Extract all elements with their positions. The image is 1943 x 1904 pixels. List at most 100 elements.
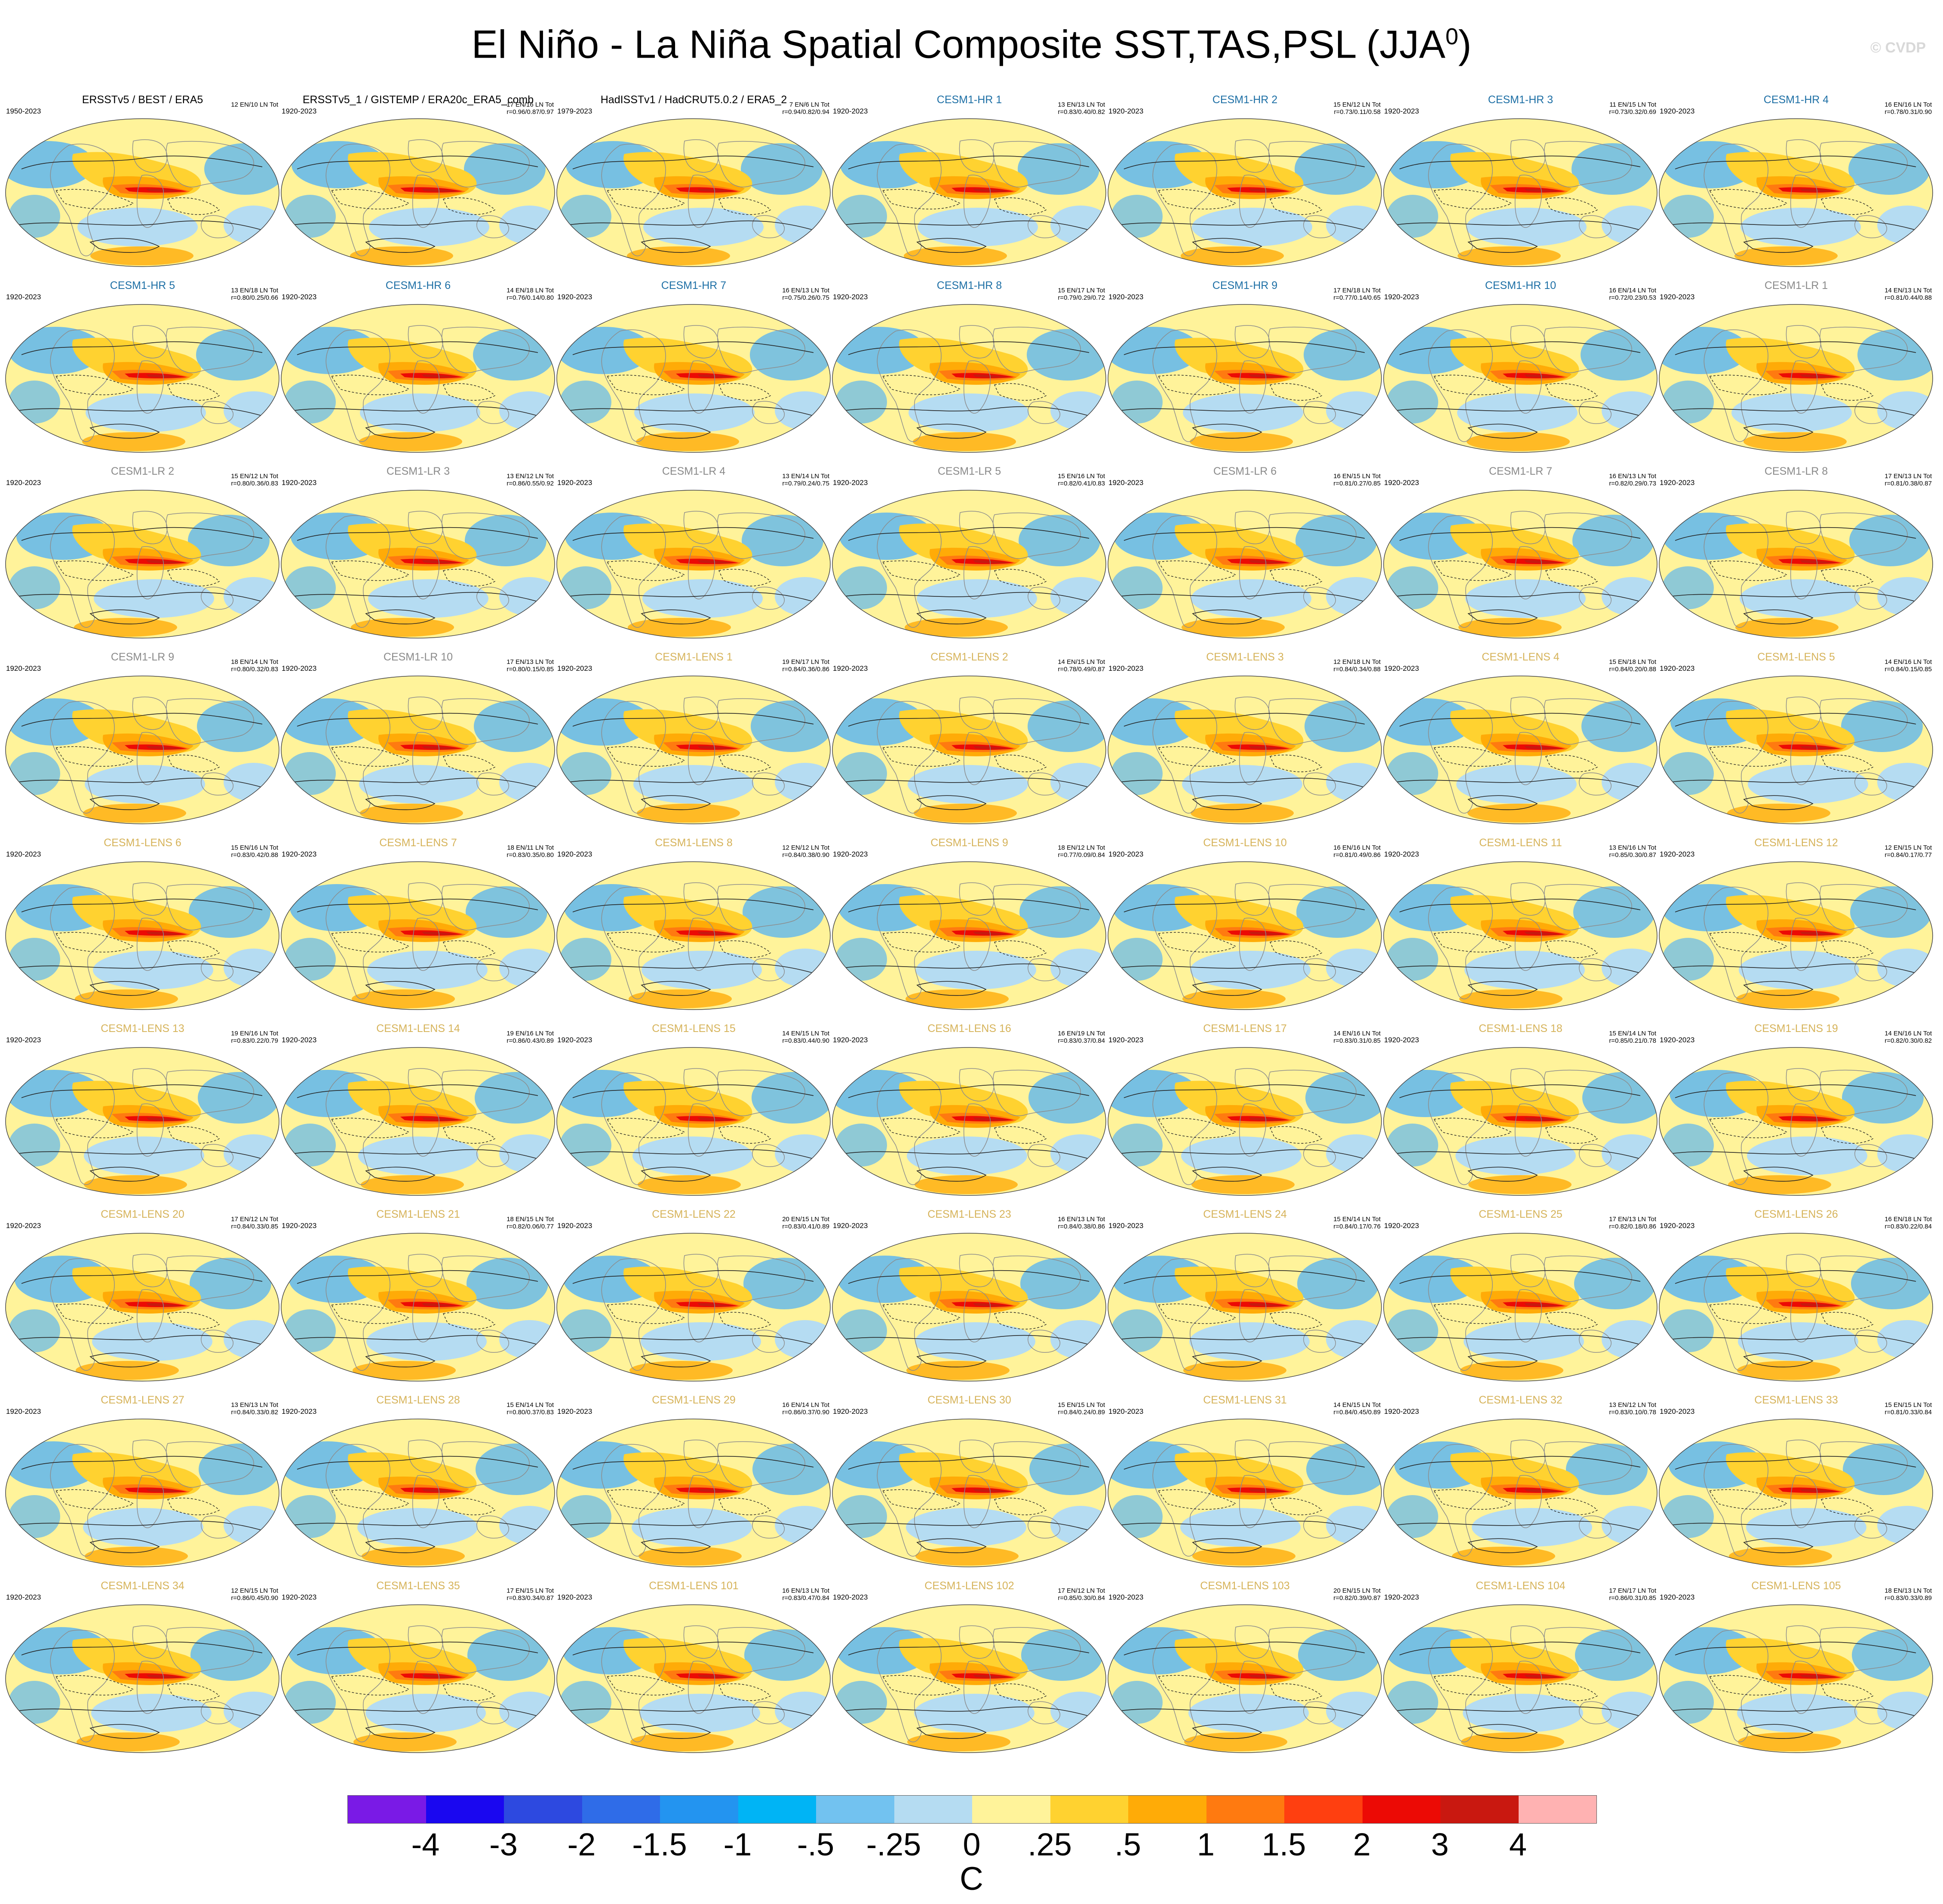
colorbar-swatch bbox=[1440, 1796, 1519, 1823]
panel-title: CESM1-HR 7 bbox=[661, 279, 727, 292]
panel-title: CESM1-LR 10 bbox=[383, 651, 453, 663]
colorbar-swatch bbox=[894, 1796, 972, 1823]
robinson-map bbox=[1659, 1419, 1933, 1567]
colorbar-tick-label: -1 bbox=[723, 1827, 752, 1862]
panel-years: 1920-2023 bbox=[833, 1407, 868, 1416]
panel-years: 1920-2023 bbox=[557, 479, 592, 487]
panel-title: CESM1-LR 9 bbox=[111, 651, 175, 663]
panel-stat-line: 17 EN/12 LN Tot bbox=[1058, 1587, 1105, 1594]
robinson-map bbox=[556, 304, 831, 453]
map-panel: CESM1-LENS 102 1920-2023 17 EN/12 LN Tot r=… bbox=[831, 1574, 1108, 1759]
panel-years: 1920-2023 bbox=[282, 850, 317, 858]
panel-stat-line: r=0.86/0.55/0.92 bbox=[506, 480, 554, 487]
panel-stats: 16 EN/13 LN Tot r=0.82/0.29/0.73 bbox=[1609, 473, 1656, 487]
panel-stat-line: 14 EN/15 LN Tot bbox=[1333, 1401, 1381, 1409]
panel-stats: 11 EN/15 LN Tot r=0.73/0.32/0.69 bbox=[1609, 101, 1656, 116]
panel-years: 1920-2023 bbox=[282, 1593, 317, 1601]
colorbar-tick-label: 1.5 bbox=[1262, 1827, 1306, 1862]
robinson-map bbox=[281, 1047, 555, 1196]
map-panel: CESM1-LENS 1 1920-2023 19 EN/17 LN Tot r=0.… bbox=[556, 645, 832, 830]
panel-years: 1920-2023 bbox=[1384, 107, 1419, 115]
robinson-map bbox=[1383, 304, 1658, 453]
panel-stat-line: 15 EN/15 LN Tot bbox=[1885, 1401, 1932, 1409]
panel-stat-line: r=0.82/0.30/0.82 bbox=[1885, 1037, 1932, 1044]
colorbar-swatch bbox=[504, 1796, 582, 1823]
panel-years: 1920-2023 bbox=[282, 1407, 317, 1416]
panel-stat-line: 14 EN/16 LN Tot bbox=[1333, 1030, 1381, 1037]
panel-stat-line: 15 EN/14 LN Tot bbox=[1609, 1030, 1656, 1037]
robinson-map bbox=[556, 118, 831, 267]
panel-stat-line: r=0.85/0.21/0.78 bbox=[1609, 1037, 1656, 1044]
panel-stats: 15 EN/16 LN Tot r=0.82/0.41/0.83 bbox=[1058, 473, 1105, 487]
robinson-map bbox=[556, 676, 831, 824]
panel-years: 1979-2023 bbox=[557, 107, 592, 115]
panel-stat-line: 16 EN/15 LN Tot bbox=[1333, 473, 1381, 480]
panel-title: CESM1-LR 6 bbox=[1213, 465, 1277, 477]
map-panel: CESM1-LENS 2 1920-2023 14 EN/15 LN Tot r=0.… bbox=[831, 645, 1108, 830]
panel-stat-line: r=0.94/0.82/0.94 bbox=[782, 108, 829, 116]
panel-stats: 17 EN/13 LN Tot r=0.80/0.15/0.85 bbox=[506, 658, 554, 673]
map-panel: CESM1-LR 1 1920-2023 14 EN/13 LN Tot r=0.81… bbox=[1658, 274, 1934, 459]
colorbar-tick-label: 4 bbox=[1509, 1827, 1527, 1862]
panel-stat-line: r=0.82/0.29/0.73 bbox=[1609, 480, 1656, 487]
panel-years: 1920-2023 bbox=[1660, 664, 1695, 673]
panel-years: 1920-2023 bbox=[1660, 850, 1695, 858]
robinson-map bbox=[281, 1233, 555, 1382]
map-panel: CESM1-LENS 105 1920-2023 18 EN/13 LN Tot r=… bbox=[1658, 1574, 1934, 1759]
map-panel: CESM1-LENS 9 1920-2023 18 EN/12 LN Tot r=0.… bbox=[831, 831, 1108, 1016]
map-panel: CESM1-LENS 18 1920-2023 15 EN/14 LN Tot r=0… bbox=[1382, 1017, 1659, 1202]
panel-title: CESM1-LR 4 bbox=[662, 465, 726, 477]
map-panel: CESM1-LENS 14 1920-2023 19 EN/16 LN Tot r=0… bbox=[280, 1017, 556, 1202]
panel-years: 1920-2023 bbox=[282, 293, 317, 301]
panel-stats: 14 EN/15 LN Tot r=0.83/0.44/0.90 bbox=[782, 1030, 829, 1044]
map-panel: CESM1-LENS 11 1920-2023 13 EN/16 LN Tot r=0… bbox=[1382, 831, 1659, 1016]
robinson-map bbox=[1383, 118, 1658, 267]
panel-stat-line: r=0.85/0.30/0.84 bbox=[1058, 1594, 1105, 1602]
panel-stats: 15 EN/17 LN Tot r=0.79/0.29/0.72 bbox=[1058, 287, 1105, 301]
panel-stat-line: 15 EN/18 LN Tot bbox=[1609, 658, 1656, 666]
panel-years: 1920-2023 bbox=[1660, 293, 1695, 301]
panel-stats: 16 EN/18 LN Tot r=0.83/0.22/0.84 bbox=[1885, 1216, 1932, 1230]
panel-stat-line: r=0.83/0.44/0.90 bbox=[782, 1037, 829, 1044]
panel-stat-line: r=0.73/0.32/0.69 bbox=[1609, 108, 1656, 116]
panel-title: CESM1-HR 4 bbox=[1763, 94, 1829, 106]
panel-stats: 16 EN/13 LN Tot r=0.75/0.26/0.75 bbox=[782, 287, 829, 301]
panel-stat-line: 13 EN/13 LN Tot bbox=[1058, 101, 1105, 108]
panel-years: 1920-2023 bbox=[557, 850, 592, 858]
panel-years: 1920-2023 bbox=[833, 850, 868, 858]
colorbar-tick-label: -.25 bbox=[866, 1827, 921, 1862]
map-panel: CESM1-LR 3 1920-2023 13 EN/12 LN Tot r=0.86… bbox=[280, 460, 556, 645]
colorbar-swatch bbox=[1206, 1796, 1284, 1823]
panel-stat-line: 16 EN/13 LN Tot bbox=[1058, 1216, 1105, 1223]
panel-stat-line: r=0.85/0.30/0.87 bbox=[1609, 851, 1656, 859]
map-panel: CESM1-HR 9 1920-2023 17 EN/18 LN Tot r=0.77… bbox=[1107, 274, 1383, 459]
robinson-map bbox=[832, 1047, 1106, 1196]
map-panel: CESM1-LENS 25 1920-2023 17 EN/13 LN Tot r=0… bbox=[1382, 1203, 1659, 1388]
map-panel: CESM1-LR 8 1920-2023 17 EN/13 LN Tot r=0.81… bbox=[1658, 460, 1934, 645]
panel-years: 1920-2023 bbox=[6, 1036, 41, 1044]
panel-title: CESM1-LR 7 bbox=[1489, 465, 1553, 477]
robinson-map bbox=[556, 1047, 831, 1196]
map-panel: CESM1-LENS 103 1920-2023 20 EN/15 LN Tot r=… bbox=[1107, 1574, 1383, 1759]
panel-stats: 15 EN/15 LN Tot r=0.84/0.24/0.89 bbox=[1058, 1401, 1105, 1416]
panel-stat-line: 16 EN/18 LN Tot bbox=[1885, 1216, 1932, 1223]
panel-title: CESM1-LENS 4 bbox=[1482, 651, 1559, 663]
panel-stats: 13 EN/12 LN Tot r=0.86/0.55/0.92 bbox=[506, 473, 554, 487]
panel-stats: 14 EN/16 LN Tot r=0.83/0.31/0.85 bbox=[1333, 1030, 1381, 1044]
panel-stats: 12 EN/10 LN Tot bbox=[231, 101, 278, 108]
map-panel: CESM1-LENS 33 1920-2023 15 EN/15 LN Tot r=0… bbox=[1658, 1388, 1934, 1573]
panel-years: 1920-2023 bbox=[6, 479, 41, 487]
panel-stat-line: r=0.83/0.22/0.84 bbox=[1885, 1223, 1932, 1230]
panel-years: 1920-2023 bbox=[557, 1593, 592, 1601]
panel-stat-line: 14 EN/13 LN Tot bbox=[1885, 287, 1932, 294]
panel-title: CESM1-LENS 3 bbox=[1206, 651, 1284, 663]
panel-stats: 18 EN/15 LN Tot r=0.82/0.06/0.77 bbox=[506, 1216, 554, 1230]
panel-stat-line: 19 EN/16 LN Tot bbox=[231, 1030, 278, 1037]
panel-title: CESM1-LENS 20 bbox=[101, 1208, 184, 1220]
panel-title: CESM1-HR 3 bbox=[1488, 94, 1553, 106]
map-panel: CESM1-LENS 29 1920-2023 16 EN/14 LN Tot r=0… bbox=[556, 1388, 832, 1573]
panel-stat-line: r=0.84/0.17/0.77 bbox=[1885, 851, 1932, 859]
robinson-map bbox=[1659, 861, 1933, 1010]
panel-stat-line: r=0.78/0.31/0.90 bbox=[1885, 108, 1932, 116]
panel-years: 1920-2023 bbox=[1660, 479, 1695, 487]
